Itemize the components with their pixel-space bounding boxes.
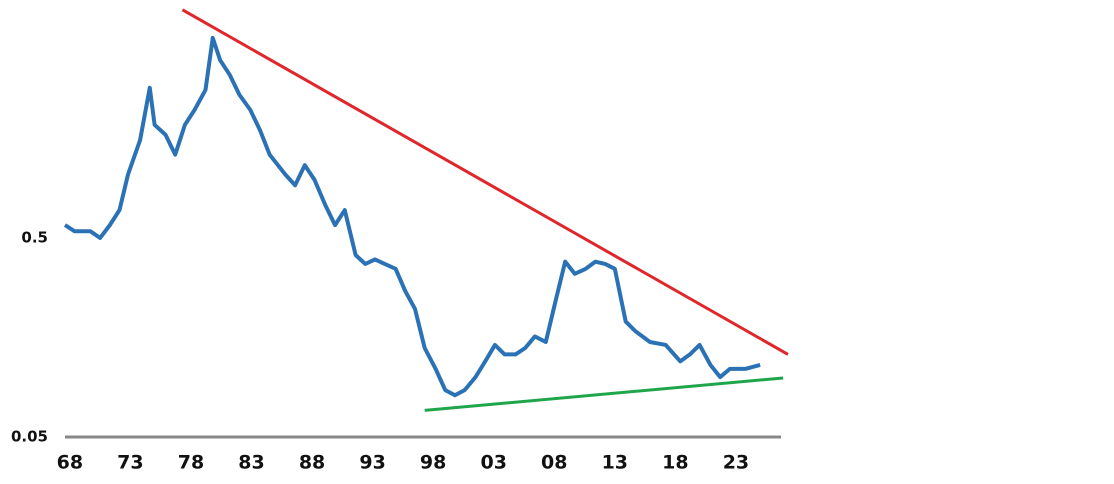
x-tick-label: 78 [178,452,204,474]
y-tick-label: 0.05 [11,428,48,446]
x-tick-label: 13 [602,452,628,474]
x-tick-label: 03 [480,452,506,474]
x-tick-label: 18 [662,452,688,474]
trend-line [424,376,784,412]
x-tick-label: 93 [359,452,385,474]
x-tick-label: 68 [57,452,83,474]
x-tick-label: 88 [299,452,325,474]
x-tick-label: 73 [117,452,143,474]
data-line [63,35,761,398]
y-tick-label: 0.5 [21,228,48,246]
x-tick-label: 23 [723,452,749,474]
x-tick-label: 83 [238,452,264,474]
x-tick-label: 98 [420,452,446,474]
x-tick-label: 08 [541,452,567,474]
trend-line [181,8,789,356]
